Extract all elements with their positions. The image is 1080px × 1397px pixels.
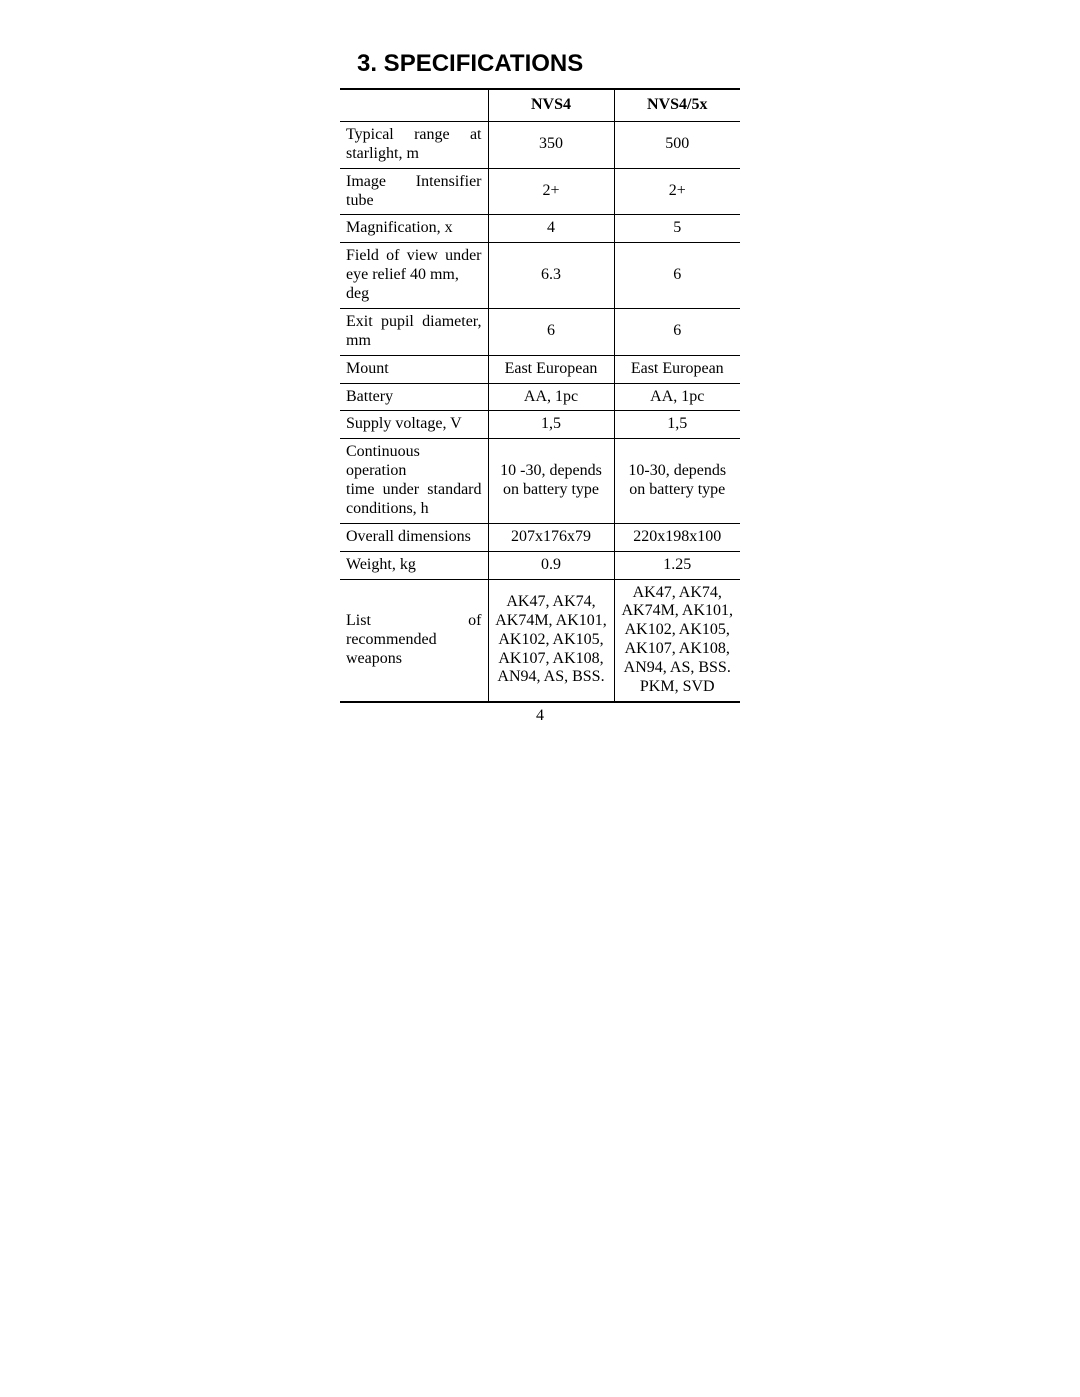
section-heading: 3. SPECIFICATIONS [357, 50, 757, 78]
row-value-1: 350 [488, 121, 614, 168]
row-label: Typical range at starlight, m [340, 121, 488, 168]
row-label: Image Intensifier tube [340, 168, 488, 215]
table-header-col1: NVS4 [488, 89, 614, 121]
table-row: Supply voltage, V 1,5 1,5 [340, 411, 740, 439]
row-value-1: 4 [488, 215, 614, 243]
row-label: Continuous operation time under standard… [340, 439, 488, 524]
row-value-1: 1,5 [488, 411, 614, 439]
row-value-1: 2+ [488, 168, 614, 215]
row-value-2: 6 [614, 308, 740, 355]
row-label: Magnification, x [340, 215, 488, 243]
table-header-row: NVS4 NVS4/5x [340, 89, 740, 121]
row-label: Overall dimensions [340, 523, 488, 551]
spec-table-wrap: NVS4 NVS4/5x Typical range at starlight,… [340, 88, 740, 725]
section-heading-wrap: 3. SPECIFICATIONS [323, 50, 757, 78]
table-row: Continuous operation time under standard… [340, 439, 740, 524]
page-number: 4 [340, 707, 740, 725]
table-header-col2: NVS4/5x [614, 89, 740, 121]
row-value-2: East European [614, 355, 740, 383]
table-header-blank [340, 89, 488, 121]
row-label: List of recommended weapons [340, 579, 488, 702]
row-value-1: AK47, AK74, AK74M, AK101, AK102, AK105, … [488, 579, 614, 702]
row-value-1: East European [488, 355, 614, 383]
row-value-2: 220x198x100 [614, 523, 740, 551]
document-page: 3. SPECIFICATIONS NVS4 NVS4/5x Typical r… [0, 0, 1080, 725]
table-row: Weight, kg 0.9 1.25 [340, 551, 740, 579]
row-label: Exit pupil diameter, mm [340, 308, 488, 355]
table-row: Field of view under eye relief 40 mm, de… [340, 243, 740, 309]
row-value-2: 6 [614, 243, 740, 309]
row-value-2: AA, 1pc [614, 383, 740, 411]
row-value-1: 10 -30, depends on battery type [488, 439, 614, 524]
table-row: List of recommended weapons AK47, AK74, … [340, 579, 740, 702]
row-value-1: 6 [488, 308, 614, 355]
table-row: Typical range at starlight, m 350 500 [340, 121, 740, 168]
row-value-2: 1.25 [614, 551, 740, 579]
row-value-2: 10-30, depends on battery type [614, 439, 740, 524]
table-row: Magnification, x 4 5 [340, 215, 740, 243]
row-value-2: 500 [614, 121, 740, 168]
row-label: Weight, kg [340, 551, 488, 579]
row-value-1: 0.9 [488, 551, 614, 579]
table-row: Image Intensifier tube 2+ 2+ [340, 168, 740, 215]
row-value-2: 2+ [614, 168, 740, 215]
row-value-1: AA, 1pc [488, 383, 614, 411]
row-value-2: 5 [614, 215, 740, 243]
row-label: Mount [340, 355, 488, 383]
row-label: Field of view under eye relief 40 mm, de… [340, 243, 488, 309]
row-label: Battery [340, 383, 488, 411]
row-label: Supply voltage, V [340, 411, 488, 439]
table-row: Exit pupil diameter, mm 6 6 [340, 308, 740, 355]
row-value-1: 6.3 [488, 243, 614, 309]
table-row: Mount East European East European [340, 355, 740, 383]
table-row: Overall dimensions 207x176x79 220x198x10… [340, 523, 740, 551]
row-value-2: 1,5 [614, 411, 740, 439]
row-value-2: AK47, AK74, AK74M, AK101, AK102, AK105, … [614, 579, 740, 702]
table-row: Battery AA, 1pc AA, 1pc [340, 383, 740, 411]
spec-table: NVS4 NVS4/5x Typical range at starlight,… [340, 88, 740, 703]
row-value-1: 207x176x79 [488, 523, 614, 551]
